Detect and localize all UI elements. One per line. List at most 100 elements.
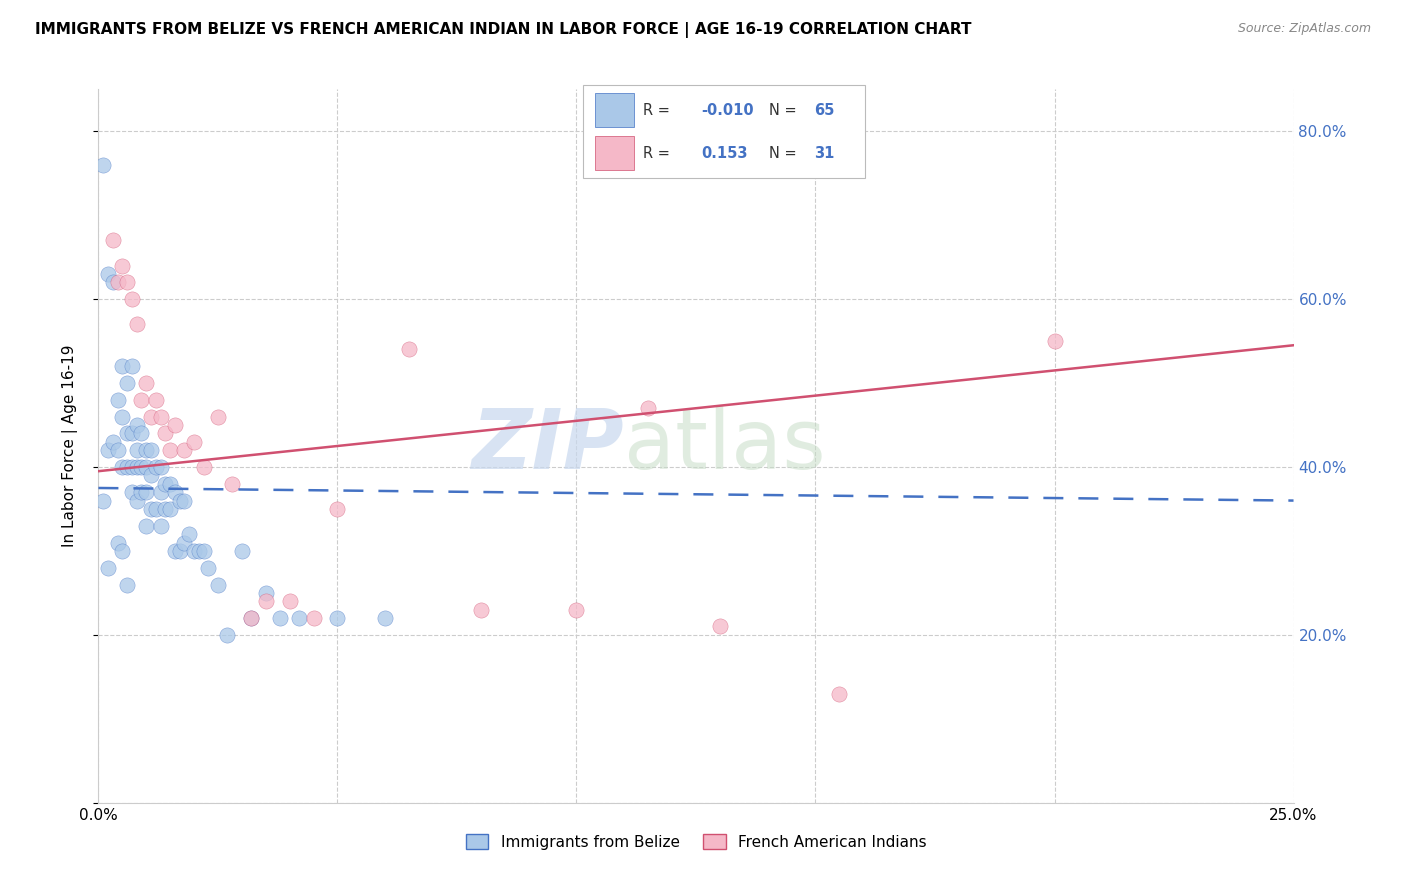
Point	[145, 392, 167, 407]
Point	[565, 603, 588, 617]
Point	[145, 502, 167, 516]
Point	[115, 426, 138, 441]
Point	[231, 544, 253, 558]
Point	[183, 544, 205, 558]
Point	[111, 544, 134, 558]
Point	[101, 233, 124, 247]
Point	[115, 275, 138, 289]
Point	[139, 502, 162, 516]
Point	[145, 460, 167, 475]
Point	[155, 502, 177, 516]
Point	[240, 611, 263, 625]
Point	[121, 426, 143, 441]
Point	[221, 476, 243, 491]
Point	[183, 434, 205, 449]
Point	[121, 292, 143, 306]
Text: atlas: atlas	[624, 406, 825, 486]
FancyBboxPatch shape	[583, 85, 865, 178]
Point	[101, 275, 124, 289]
Point	[828, 687, 851, 701]
Point	[254, 586, 277, 600]
Text: Source: ZipAtlas.com: Source: ZipAtlas.com	[1237, 22, 1371, 36]
Point	[149, 485, 172, 500]
Point	[163, 417, 186, 432]
Point	[111, 259, 134, 273]
Point	[115, 460, 138, 475]
Point	[135, 376, 157, 390]
Text: 31: 31	[814, 145, 834, 161]
Point	[139, 468, 162, 483]
Point	[91, 158, 114, 172]
Point	[173, 443, 195, 458]
Point	[135, 460, 157, 475]
Point	[709, 619, 731, 633]
Point	[121, 485, 143, 500]
Point	[107, 275, 129, 289]
Point	[131, 426, 153, 441]
Point	[101, 434, 124, 449]
Text: N =: N =	[769, 103, 797, 118]
Point	[107, 443, 129, 458]
Point	[155, 476, 177, 491]
Point	[97, 267, 120, 281]
Point	[187, 544, 209, 558]
Point	[139, 443, 162, 458]
Point	[159, 476, 181, 491]
Point	[159, 502, 181, 516]
Point	[159, 443, 181, 458]
Point	[149, 409, 172, 424]
Point	[107, 535, 129, 549]
Point	[179, 527, 201, 541]
Point	[470, 603, 492, 617]
Y-axis label: In Labor Force | Age 16-19: In Labor Force | Age 16-19	[62, 344, 77, 548]
Point	[131, 460, 153, 475]
Text: IMMIGRANTS FROM BELIZE VS FRENCH AMERICAN INDIAN IN LABOR FORCE | AGE 16-19 CORR: IMMIGRANTS FROM BELIZE VS FRENCH AMERICA…	[35, 22, 972, 38]
Point	[91, 493, 114, 508]
Point	[207, 577, 229, 591]
Point	[125, 318, 148, 332]
Point	[111, 359, 134, 374]
Point	[135, 518, 157, 533]
Point	[111, 409, 134, 424]
Text: -0.010: -0.010	[702, 103, 754, 118]
Point	[125, 460, 148, 475]
Point	[197, 560, 219, 574]
Point	[637, 401, 659, 416]
Point	[121, 359, 143, 374]
Point	[115, 577, 138, 591]
Point	[217, 628, 239, 642]
Point	[173, 535, 195, 549]
Point	[374, 611, 396, 625]
Text: 65: 65	[814, 103, 834, 118]
Point	[121, 460, 143, 475]
Point	[169, 493, 191, 508]
FancyBboxPatch shape	[595, 93, 634, 127]
Point	[163, 485, 186, 500]
Point	[131, 485, 153, 500]
Point	[193, 544, 215, 558]
Point	[155, 426, 177, 441]
Legend: Immigrants from Belize, French American Indians: Immigrants from Belize, French American …	[460, 828, 932, 855]
Point	[1043, 334, 1066, 348]
Point	[326, 502, 349, 516]
Point	[240, 611, 263, 625]
Point	[139, 409, 162, 424]
Text: 0.153: 0.153	[702, 145, 748, 161]
Point	[163, 544, 186, 558]
Point	[97, 443, 120, 458]
Point	[207, 409, 229, 424]
Point	[169, 544, 191, 558]
FancyBboxPatch shape	[595, 136, 634, 170]
Point	[115, 376, 138, 390]
Point	[149, 460, 172, 475]
Point	[398, 343, 420, 357]
Text: ZIP: ZIP	[471, 406, 624, 486]
Point	[288, 611, 311, 625]
Point	[302, 611, 325, 625]
Point	[131, 392, 153, 407]
Point	[97, 560, 120, 574]
Point	[111, 460, 134, 475]
Point	[173, 493, 195, 508]
Point	[269, 611, 291, 625]
Text: R =: R =	[643, 145, 669, 161]
